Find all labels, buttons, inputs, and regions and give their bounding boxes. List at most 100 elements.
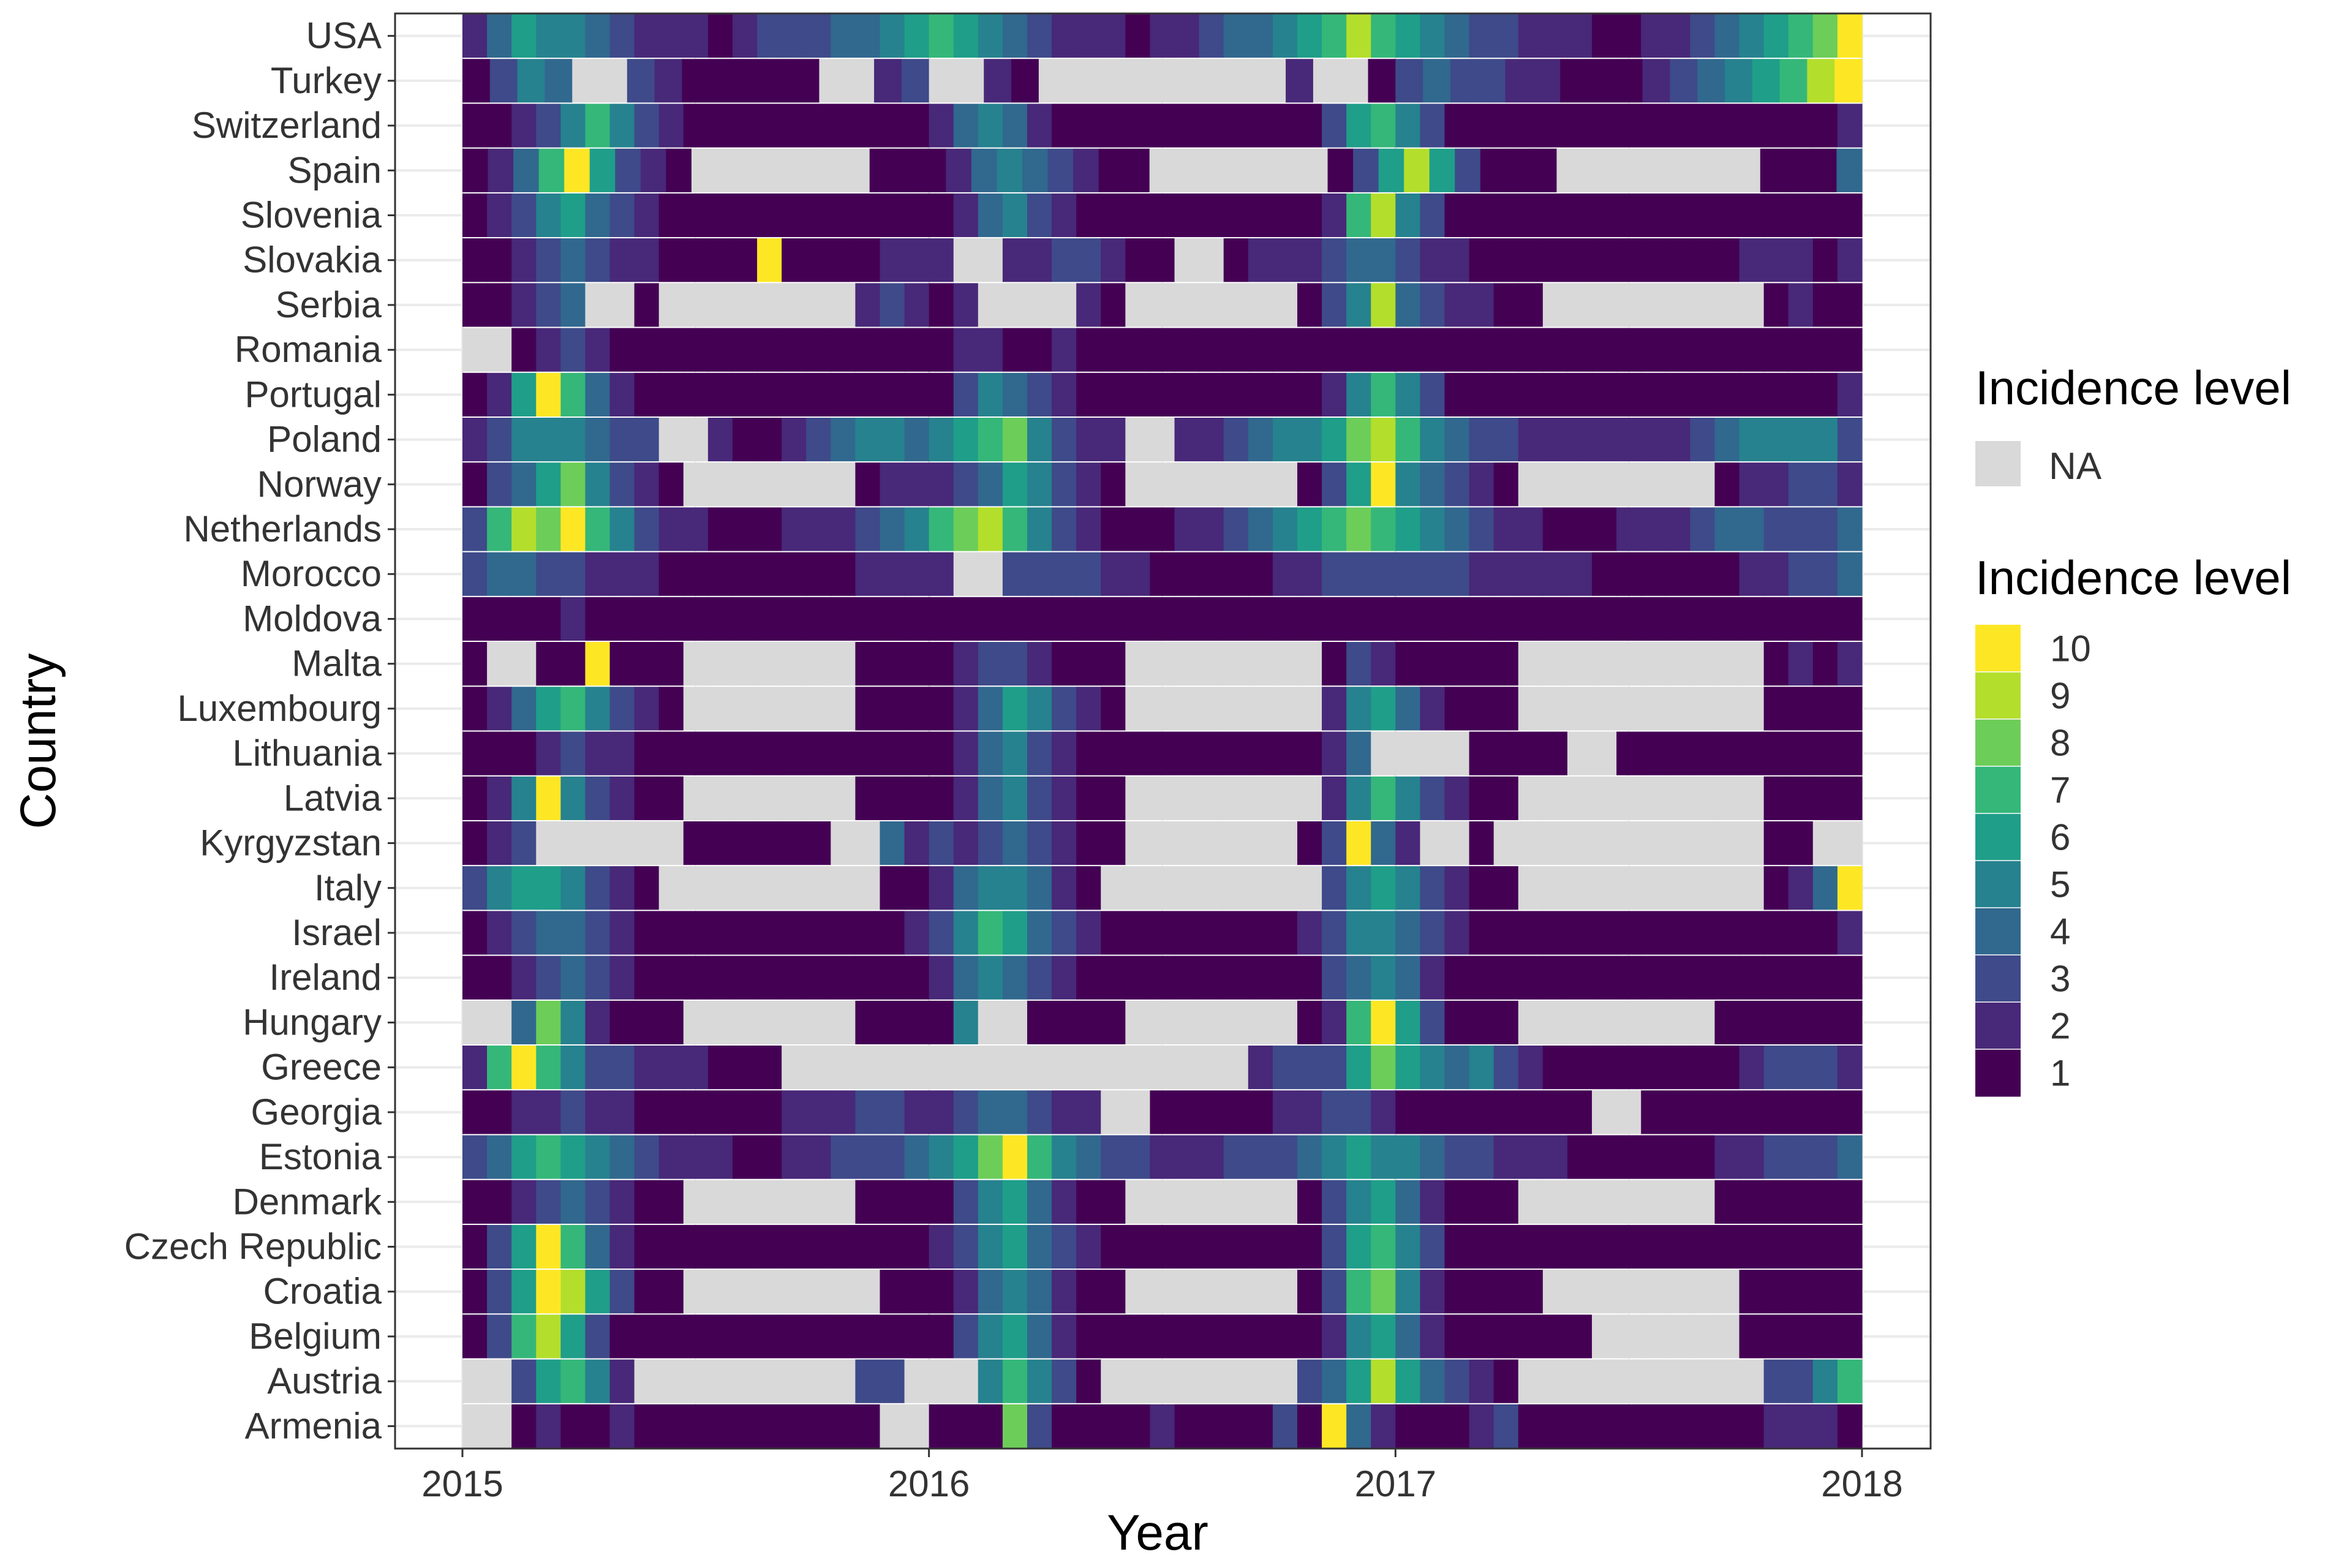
heat-cell	[1125, 193, 1151, 238]
heat-cell	[1616, 866, 1642, 910]
heat-cell	[1199, 104, 1224, 148]
heat-cell	[1542, 1314, 1568, 1359]
heat-cell	[1346, 1000, 1371, 1045]
heat-cell	[1670, 59, 1698, 103]
heat-cell	[1322, 1090, 1347, 1134]
heat-cell	[1714, 1359, 1740, 1403]
heat-cell	[1690, 507, 1716, 551]
heat-cell	[1002, 776, 1028, 820]
heat-cell	[1076, 1000, 1101, 1045]
heat-cell	[1297, 193, 1322, 238]
heat-cell	[1150, 1359, 1175, 1403]
heat-cell	[609, 597, 635, 641]
heat-cell	[978, 1224, 1003, 1269]
heat-cell	[1223, 956, 1249, 1000]
heat-cell	[707, 328, 733, 372]
heat-cell	[831, 417, 856, 462]
heat-cell	[831, 1000, 856, 1045]
heat-cell	[1763, 821, 1789, 865]
heat-cell	[1788, 597, 1814, 641]
heat-cell	[1248, 597, 1273, 641]
heat-cell	[1052, 1090, 1077, 1134]
heat-cell	[609, 1314, 635, 1359]
heat-cell	[1174, 911, 1200, 955]
heat-cell	[806, 1046, 831, 1090]
heat-cell	[1469, 642, 1494, 686]
heat-cell	[1199, 776, 1224, 820]
heat-cell	[585, 731, 611, 775]
heat-cell	[609, 956, 635, 1000]
heat-cell	[1420, 597, 1446, 641]
heat-cell	[545, 59, 573, 103]
heat-cell	[782, 821, 807, 865]
heat-cell	[1076, 1270, 1101, 1314]
heat-cell	[707, 821, 733, 865]
heat-cell	[1420, 687, 1446, 731]
heat-cell	[831, 1270, 856, 1314]
heat-cell	[1469, 821, 1494, 865]
heat-cell	[1739, 417, 1765, 462]
heat-cell	[683, 14, 709, 58]
heat-cell	[1322, 1046, 1347, 1090]
heat-cell	[585, 911, 611, 955]
heat-cell	[855, 597, 881, 641]
heat-cell	[683, 417, 709, 462]
heat-cell	[1837, 238, 1863, 282]
heat-cell	[1518, 956, 1544, 1000]
heat-cell	[1199, 1135, 1224, 1179]
heat-cell	[1690, 642, 1716, 686]
heat-cell	[1199, 687, 1224, 731]
heat-cell	[1812, 956, 1838, 1000]
heat-cell	[1592, 687, 1617, 731]
heat-cell	[683, 1000, 709, 1045]
heat-cell	[683, 1180, 709, 1224]
heat-cell	[831, 956, 856, 1000]
heat-cell	[585, 328, 611, 372]
heat-cell	[709, 59, 737, 103]
heat-cell	[880, 238, 905, 282]
heatmap-row	[462, 104, 1863, 148]
heat-cell	[658, 1224, 684, 1269]
heat-cell	[1444, 1359, 1470, 1403]
heat-cell	[634, 1180, 660, 1224]
heat-cell	[1665, 866, 1691, 910]
heat-cell	[1395, 1090, 1421, 1134]
heat-cell	[1199, 642, 1224, 686]
heat-cell	[818, 148, 845, 192]
heat-cell	[707, 597, 733, 641]
heat-cell	[806, 911, 831, 955]
heat-cell	[634, 1359, 660, 1403]
heat-cell	[487, 956, 512, 1000]
legend-level-label: 5	[2050, 864, 2070, 905]
heat-cell	[1223, 417, 1249, 462]
heat-cell	[1011, 59, 1039, 103]
heat-cell	[1174, 507, 1200, 551]
heat-cell	[536, 642, 561, 686]
heat-cell	[1125, 1046, 1151, 1090]
heat-cell	[978, 417, 1003, 462]
y-tick-label: Georgia	[251, 1091, 382, 1133]
heat-cell	[1469, 14, 1494, 58]
heat-cell	[855, 1135, 881, 1179]
heat-cell	[511, 14, 537, 58]
y-tick-label: Denmark	[233, 1181, 382, 1222]
heat-cell	[1346, 283, 1371, 327]
heat-cell	[1518, 507, 1544, 551]
heat-cell	[1532, 59, 1561, 103]
heat-cell	[1714, 462, 1740, 507]
heat-cell	[1002, 642, 1028, 686]
heat-cell	[1076, 1224, 1101, 1269]
heat-cell	[1542, 821, 1568, 865]
heat-cell	[757, 462, 782, 507]
heat-cell	[929, 821, 954, 865]
heat-cell	[1518, 552, 1544, 596]
heat-cell	[1690, 193, 1716, 238]
heat-cell	[560, 328, 586, 372]
y-tick-label: Spain	[288, 149, 382, 190]
heat-cell	[929, 283, 954, 327]
heat-cell	[1248, 1359, 1273, 1403]
heat-cell	[1174, 462, 1200, 507]
heat-cell	[1518, 283, 1544, 327]
heat-cell	[1837, 597, 1863, 641]
heat-cell	[1101, 1135, 1126, 1179]
